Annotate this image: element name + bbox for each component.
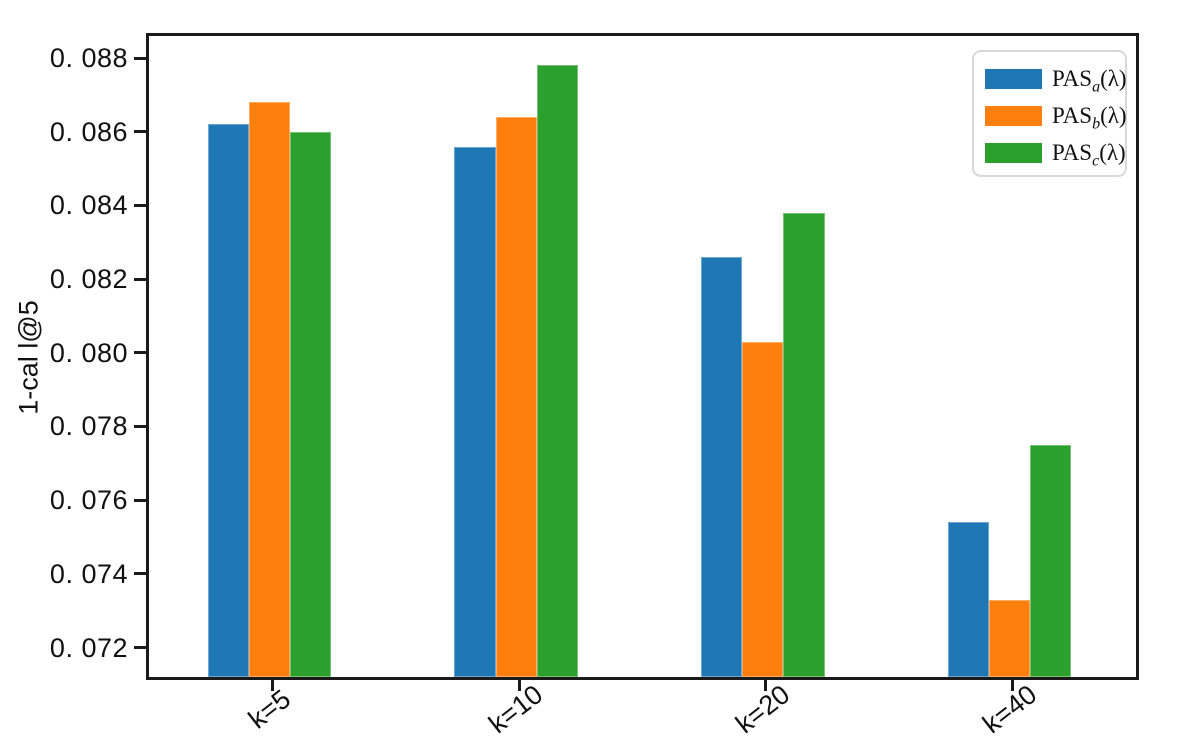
bar-k=40-PASc(λ) — [1030, 444, 1072, 677]
y-tick-mark — [134, 351, 146, 355]
x-tick-mark — [764, 680, 768, 691]
x-tick-mark — [270, 680, 274, 691]
x-tick-label: k=5 — [243, 683, 297, 735]
y-tick-mark — [134, 424, 146, 428]
bar-k=10-PASa(λ) — [454, 146, 496, 677]
legend-item: PASc(λ) — [985, 134, 1126, 171]
bar-k=5-PASb(λ) — [248, 102, 290, 677]
y-tick-mark — [134, 646, 146, 650]
y-tick-mark — [134, 498, 146, 502]
legend-swatch — [985, 68, 1042, 89]
y-tick-mark — [134, 203, 146, 207]
bar-k=5-PASc(λ) — [289, 131, 332, 677]
y-tick-label: 0. 088 — [49, 43, 128, 74]
y-tick-label: 0. 074 — [49, 558, 128, 589]
legend-label: PASb(λ) — [1052, 102, 1127, 133]
y-tick-label: 0. 084 — [49, 190, 128, 221]
y-tick-label: 0. 072 — [49, 632, 128, 663]
x-tick-mark — [1011, 680, 1015, 691]
y-tick-label: 0. 076 — [49, 485, 128, 516]
x-tick-label: k=40 — [976, 679, 1042, 740]
legend: PASa(λ) PASb(λ) PASc(λ) — [972, 50, 1127, 177]
y-tick-label: 0. 080 — [49, 337, 128, 368]
bar-k=20-PASa(λ) — [701, 257, 743, 677]
y-tick-label: 0. 086 — [49, 116, 128, 147]
legend-item: PASa(λ) — [985, 60, 1127, 97]
bar-k=5-PASa(λ) — [207, 124, 249, 677]
y-tick-label: 0. 082 — [49, 264, 128, 295]
y-tick-mark — [134, 56, 146, 60]
legend-swatch — [985, 142, 1042, 163]
bar-k=10-PASc(λ) — [536, 65, 578, 677]
bar-k=40-PASa(λ) — [947, 522, 990, 677]
legend-swatch — [985, 105, 1042, 126]
bar-k=40-PASb(λ) — [989, 599, 1031, 677]
y-tick-label: 0. 078 — [49, 411, 128, 442]
bar-k=10-PASb(λ) — [495, 117, 537, 677]
x-tick-mark — [517, 680, 521, 691]
legend-label: PASa(λ) — [1052, 65, 1127, 96]
bar-k=20-PASc(λ) — [783, 212, 825, 677]
legend-item: PASb(λ) — [985, 97, 1127, 134]
x-tick-label: k=20 — [729, 679, 796, 740]
bar-k=20-PASb(λ) — [742, 341, 784, 677]
y-tick-mark — [134, 130, 146, 134]
x-tick-label: k=10 — [483, 679, 549, 740]
y-tick-mark — [134, 572, 146, 576]
legend-label: PASc(λ) — [1052, 139, 1126, 170]
y-tick-mark — [134, 277, 146, 281]
